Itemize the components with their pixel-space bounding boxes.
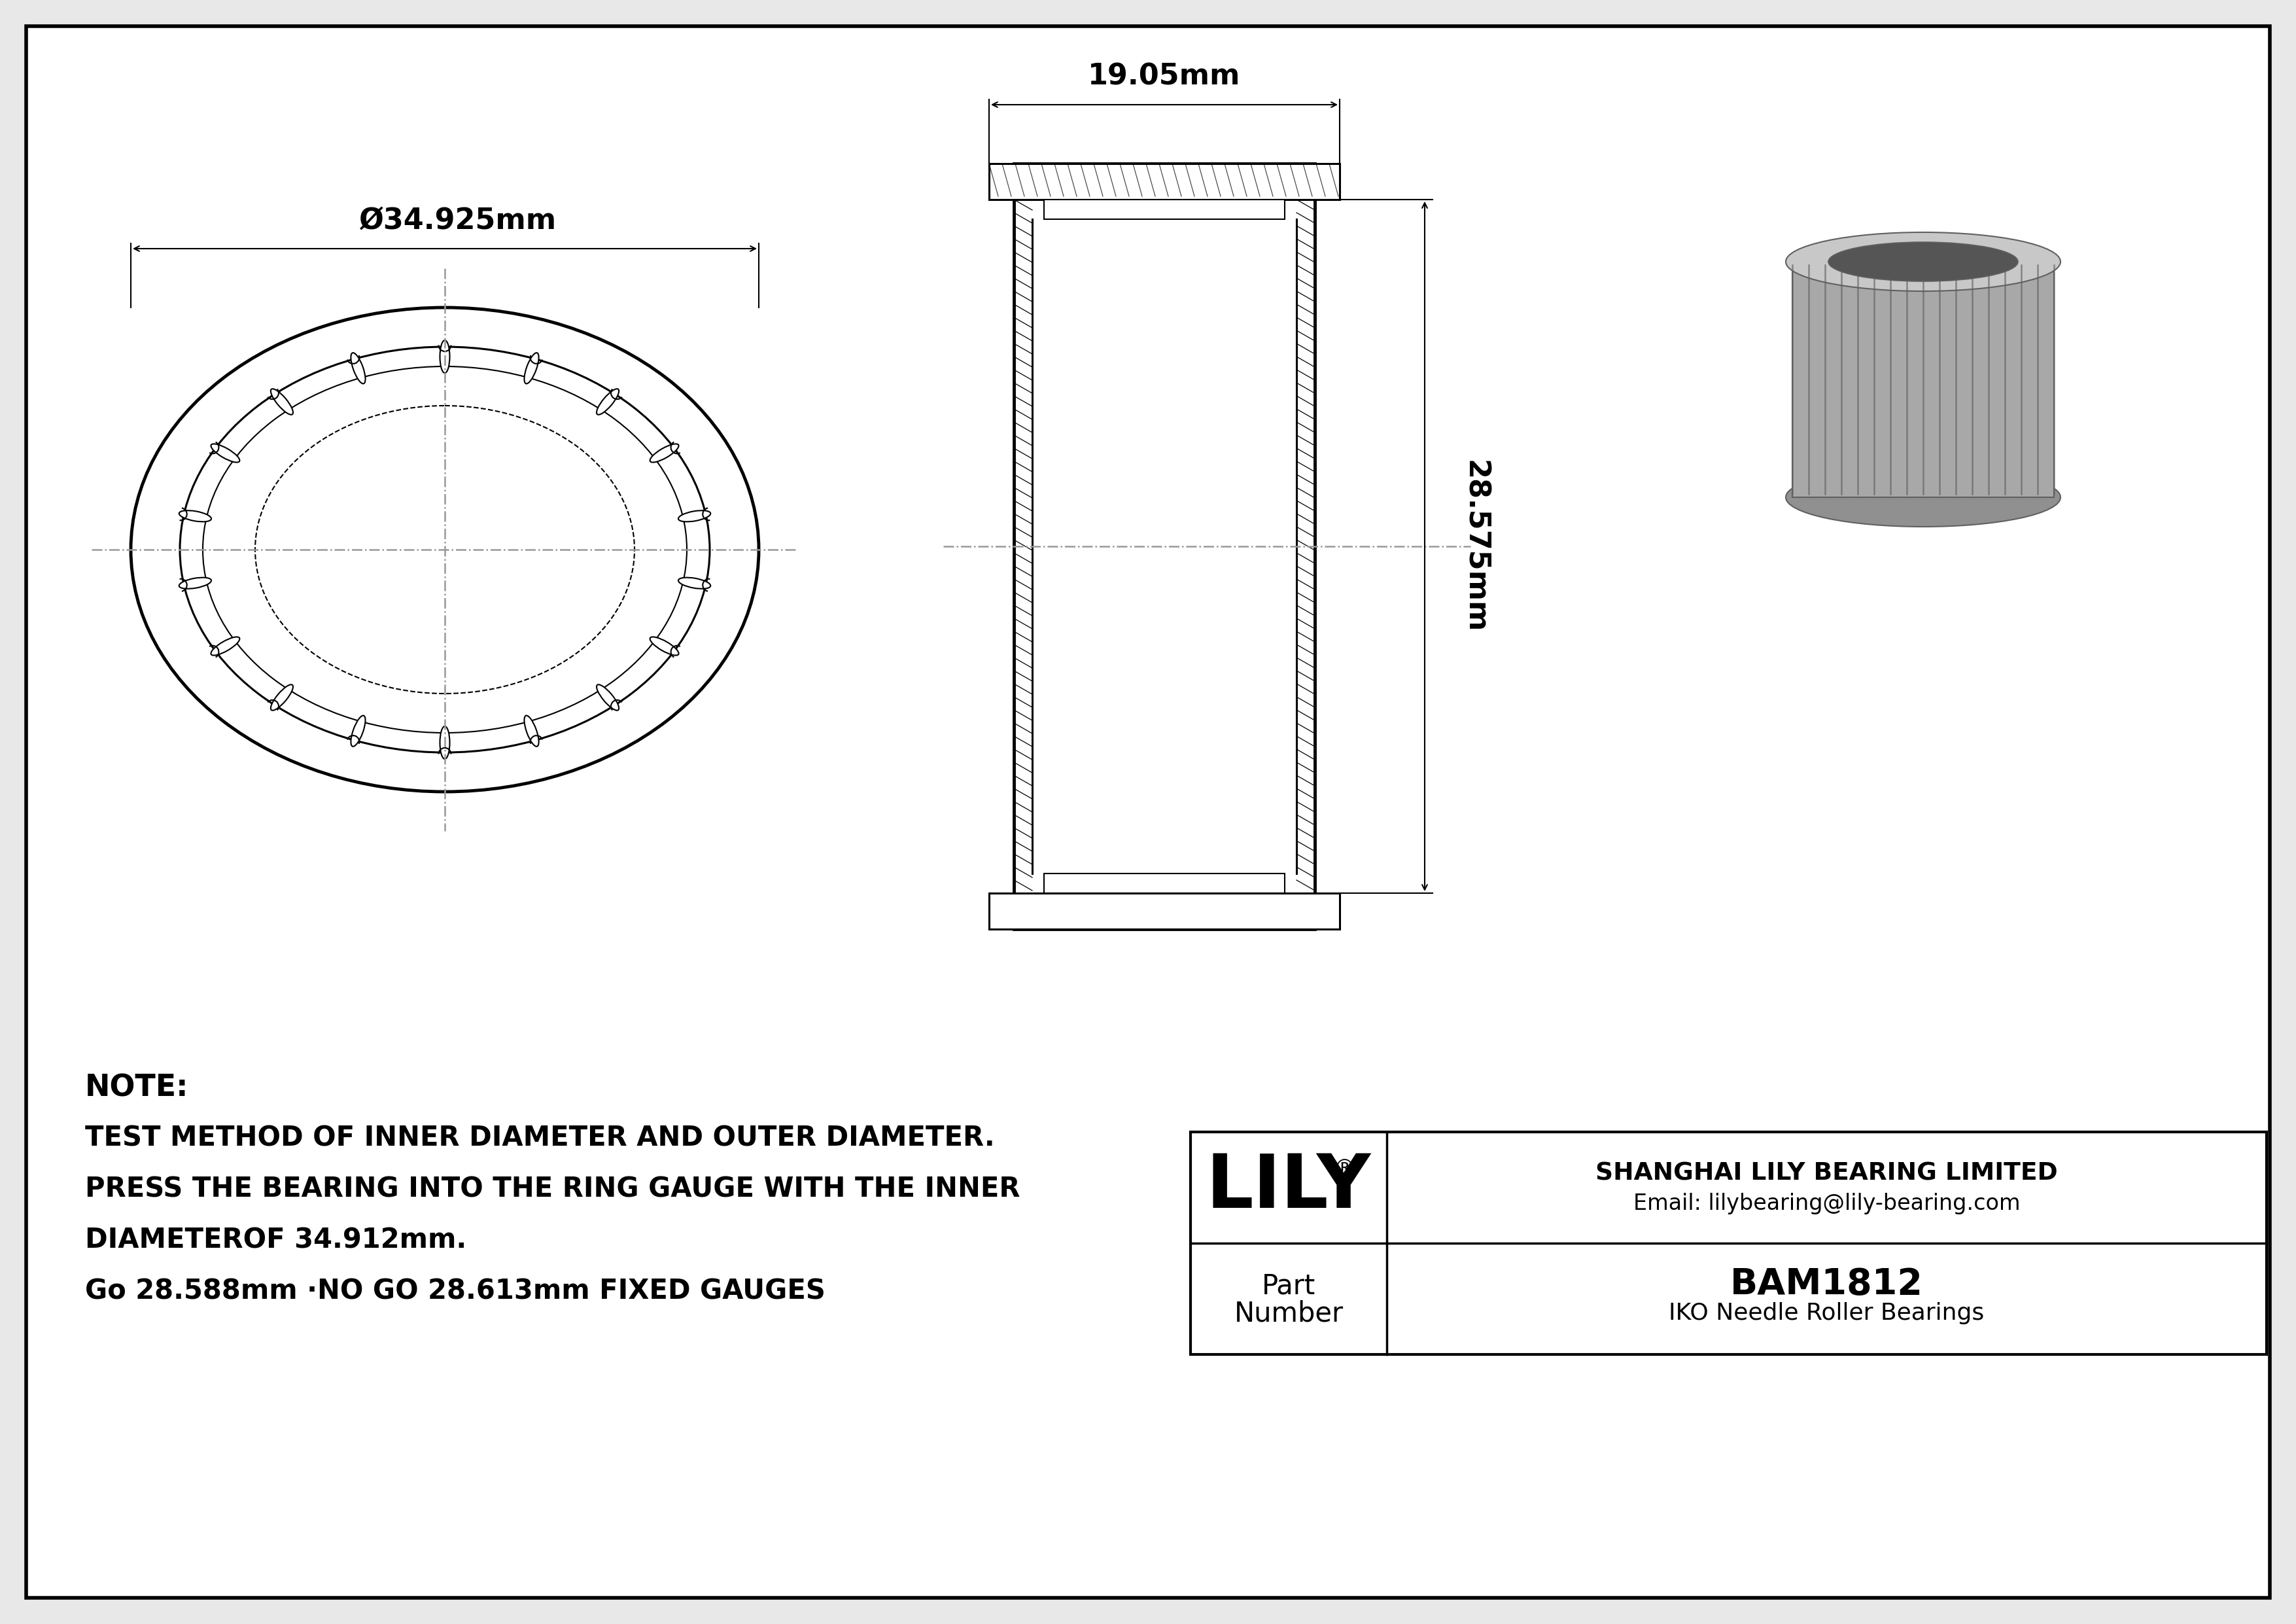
Ellipse shape <box>179 510 211 521</box>
Ellipse shape <box>271 685 294 710</box>
Bar <box>1192 1132 2266 1354</box>
Text: DIAMETEROF 34.912mm.: DIAMETEROF 34.912mm. <box>85 1226 466 1254</box>
Ellipse shape <box>523 716 540 747</box>
Text: NOTE:: NOTE: <box>85 1073 188 1103</box>
Text: Go 28.588mm ·NO GO 28.613mm FIXED GAUGES: Go 28.588mm ·NO GO 28.613mm FIXED GAUGES <box>85 1276 827 1304</box>
Ellipse shape <box>441 341 450 374</box>
Ellipse shape <box>1828 242 2018 281</box>
Ellipse shape <box>1786 232 2060 291</box>
Text: LILY: LILY <box>1205 1151 1371 1224</box>
Ellipse shape <box>650 637 680 656</box>
Text: BAM1812: BAM1812 <box>1731 1267 1924 1302</box>
Bar <box>1045 200 1286 219</box>
Text: Email: lilybearing@lily-bearing.com: Email: lilybearing@lily-bearing.com <box>1632 1192 2020 1215</box>
Text: Number: Number <box>1233 1299 1343 1327</box>
Bar <box>990 893 1339 929</box>
Ellipse shape <box>255 406 634 693</box>
Ellipse shape <box>351 716 365 747</box>
Ellipse shape <box>179 578 211 590</box>
Text: SHANGHAI LILY BEARING LIMITED: SHANGHAI LILY BEARING LIMITED <box>1596 1161 2057 1186</box>
Text: 28.575mm: 28.575mm <box>1460 460 1488 633</box>
Ellipse shape <box>351 352 365 383</box>
Ellipse shape <box>523 352 540 383</box>
Ellipse shape <box>677 510 709 521</box>
Bar <box>990 164 1339 200</box>
Ellipse shape <box>441 726 450 758</box>
Ellipse shape <box>650 443 680 463</box>
Bar <box>976 151 1352 942</box>
Ellipse shape <box>271 388 294 414</box>
Text: TEST METHOD OF INNER DIAMETER AND OUTER DIAMETER.: TEST METHOD OF INNER DIAMETER AND OUTER … <box>85 1124 994 1151</box>
Bar <box>1793 261 2055 497</box>
Ellipse shape <box>1786 468 2060 526</box>
Ellipse shape <box>131 307 758 793</box>
Text: ®: ® <box>1334 1158 1355 1181</box>
Bar <box>1015 164 1316 929</box>
Bar <box>1045 874 1286 893</box>
Text: PRESS THE BEARING INTO THE RING GAUGE WITH THE INNER: PRESS THE BEARING INTO THE RING GAUGE WI… <box>85 1176 1019 1203</box>
Ellipse shape <box>179 348 709 752</box>
Text: IKO Needle Roller Bearings: IKO Needle Roller Bearings <box>1669 1302 1984 1324</box>
Ellipse shape <box>597 685 620 710</box>
Ellipse shape <box>677 578 709 590</box>
Text: 19.05mm: 19.05mm <box>1088 62 1240 91</box>
Text: Ø34.925mm: Ø34.925mm <box>358 208 556 235</box>
Ellipse shape <box>211 443 239 463</box>
Ellipse shape <box>597 388 620 414</box>
Text: Part: Part <box>1263 1272 1316 1299</box>
Ellipse shape <box>211 637 239 656</box>
